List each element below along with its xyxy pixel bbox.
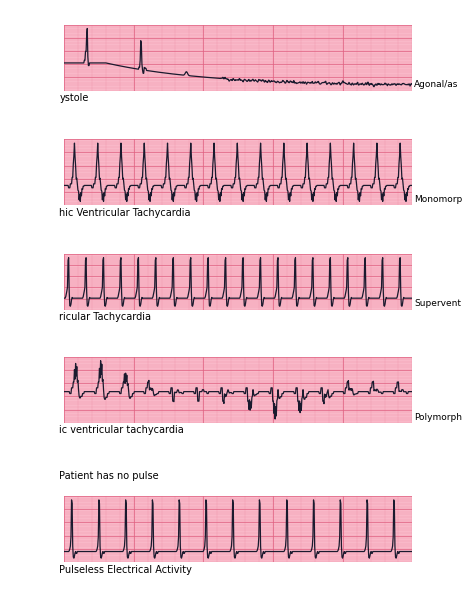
Text: ystole: ystole — [59, 93, 89, 103]
Text: Supervent: Supervent — [414, 299, 461, 308]
Text: Monomorp: Monomorp — [414, 195, 463, 204]
Text: Patient has no pulse: Patient has no pulse — [59, 471, 159, 481]
Text: hic Ventricular Tachycardia: hic Ventricular Tachycardia — [59, 208, 191, 218]
Text: ricular Tachycardia: ricular Tachycardia — [59, 312, 151, 322]
Text: Polymorph: Polymorph — [414, 413, 462, 422]
Text: Agonal/as: Agonal/as — [414, 80, 459, 89]
Text: ic ventricular tachycardia: ic ventricular tachycardia — [59, 425, 184, 435]
Text: Pulseless Electrical Activity: Pulseless Electrical Activity — [59, 565, 192, 574]
